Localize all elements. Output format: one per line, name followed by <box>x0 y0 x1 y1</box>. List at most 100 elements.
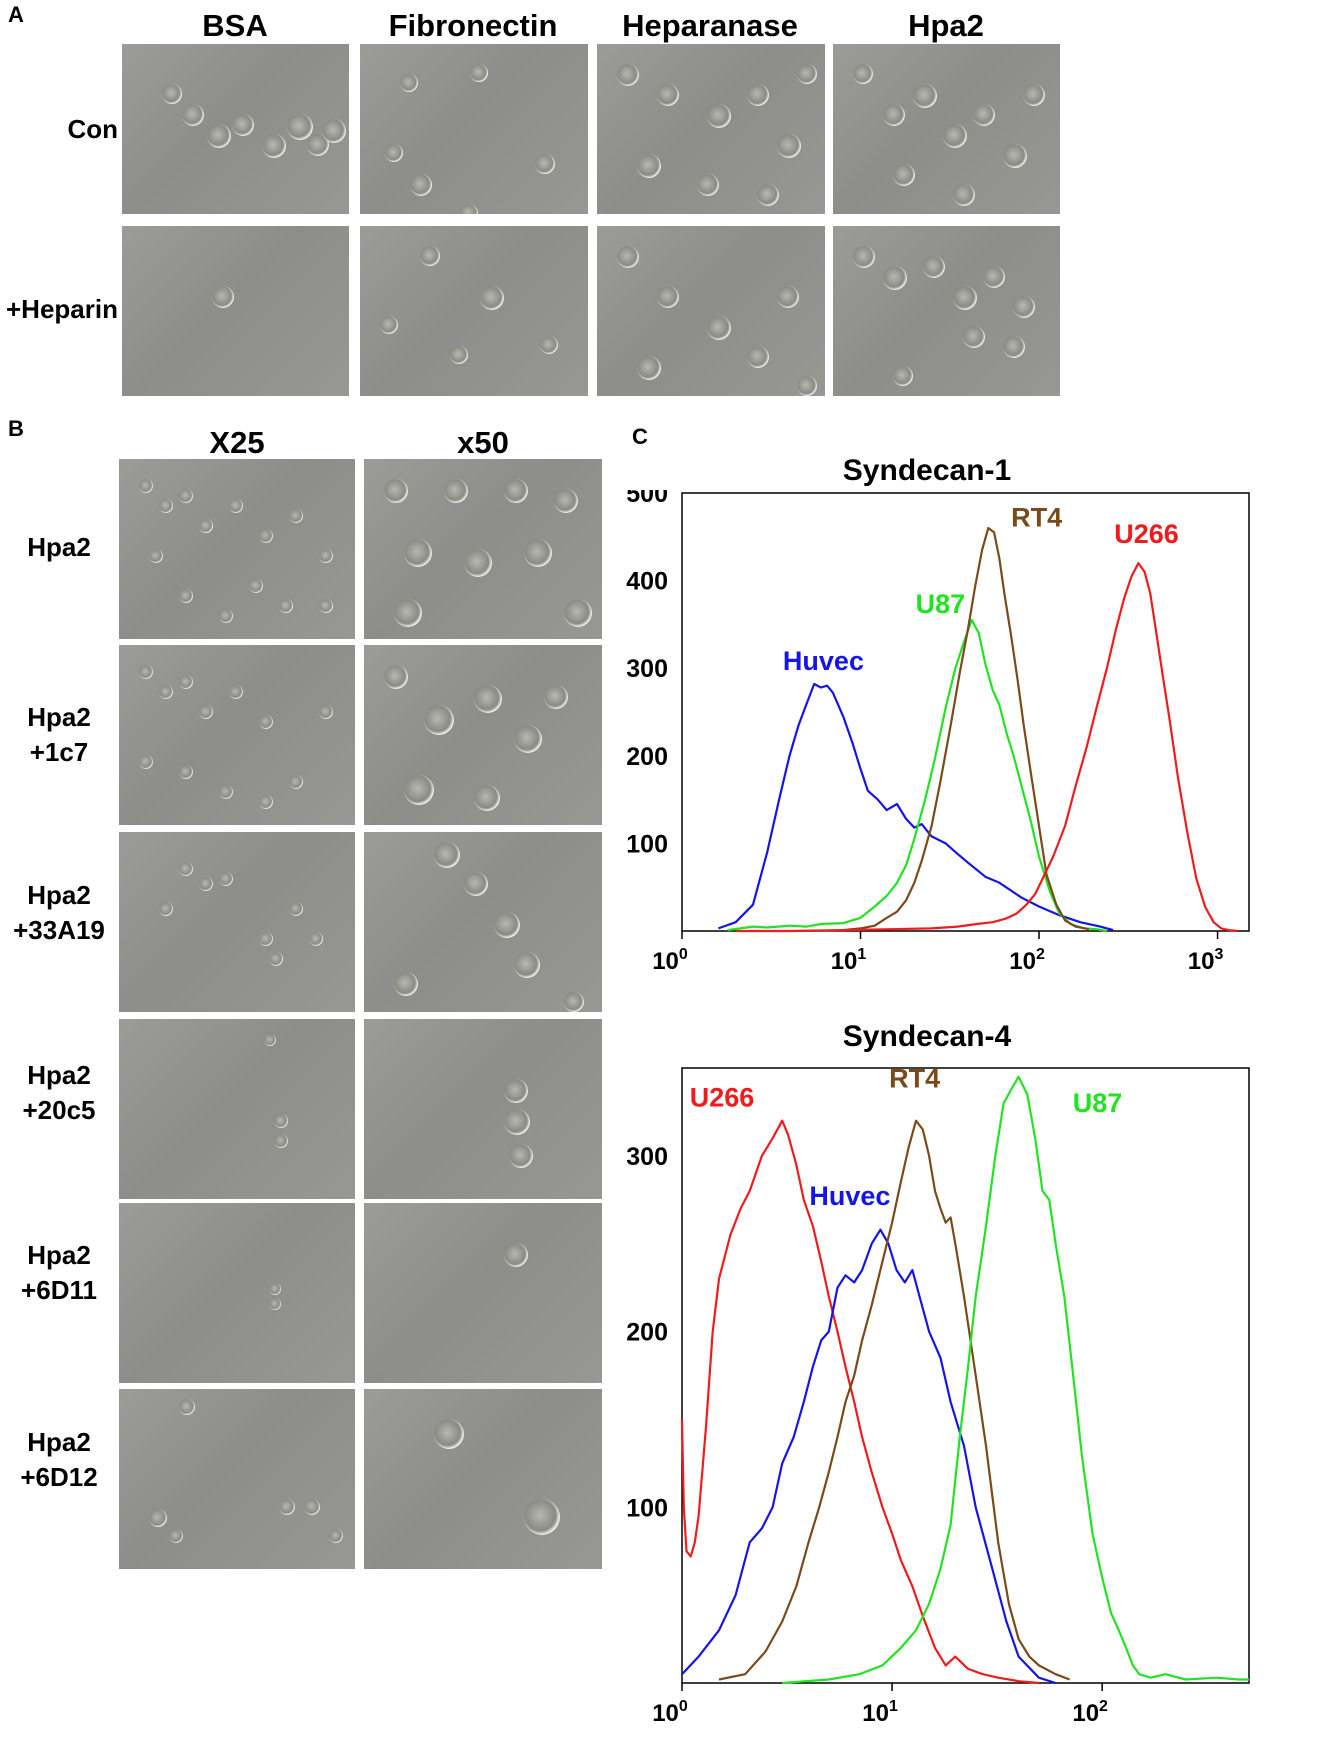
cell-icon <box>264 1034 276 1046</box>
micrograph-x50-0 <box>364 459 602 639</box>
syndecan1-series-u266 <box>735 561 1239 933</box>
micrograph-x50-3 <box>364 1019 602 1199</box>
cell-icon <box>139 479 153 493</box>
row-label-line1: Hpa2 <box>27 532 91 562</box>
cell-icon <box>554 489 578 513</box>
cell-icon <box>657 286 679 308</box>
cell-icon <box>169 1529 183 1543</box>
row-label-hpa2-20c5: Hpa2 +20c5 <box>0 1058 118 1128</box>
cell-icon <box>149 549 163 563</box>
syndecan4-label-huvec: Huvec <box>809 1181 890 1211</box>
cell-icon <box>279 1499 295 1515</box>
micrograph-heparin-3 <box>833 226 1060 396</box>
row-label-line2: +33A19 <box>13 915 105 946</box>
syndecan4-series-rt4 <box>718 1119 1070 1681</box>
cell-icon <box>777 286 799 308</box>
micrograph-x50-1 <box>364 645 602 825</box>
cell-icon <box>262 134 286 158</box>
syndecan4-label-rt4: RT4 <box>889 1063 940 1093</box>
cell-icon <box>893 164 915 186</box>
cell-icon <box>319 705 333 719</box>
cell-icon <box>380 316 398 334</box>
cell-icon <box>504 1109 530 1135</box>
micrograph-heparin-2 <box>597 226 825 396</box>
cell-icon <box>617 246 639 268</box>
micrograph-x25-0 <box>119 459 355 639</box>
cell-icon <box>274 1114 288 1128</box>
cell-icon <box>540 336 558 354</box>
cell-icon <box>883 266 907 290</box>
cell-icon <box>259 715 273 729</box>
row-label-line1: Hpa2 <box>27 1060 91 1090</box>
micrograph-x25-5 <box>119 1389 355 1569</box>
syndecan1-series-rt4 <box>843 526 1090 932</box>
syndecan1-label-rt4: RT4 <box>1011 502 1062 532</box>
syndecan1-label-u87: U87 <box>916 589 966 619</box>
cell-icon <box>637 154 661 178</box>
cell-icon <box>289 509 303 523</box>
cell-icon <box>464 549 492 577</box>
syndecan-1-histogram: 100 200 300 400 500 100 101 102 103 Huvec U87 RT4 U2… <box>626 490 1250 975</box>
cell-icon <box>757 184 779 206</box>
row-label-line1: Hpa2 <box>27 702 91 732</box>
cell-icon <box>913 84 937 108</box>
cell-icon <box>504 1243 528 1267</box>
micrograph-x25-4 <box>119 1203 355 1383</box>
syndecan4-y-tick-label: 200 <box>626 1319 668 1347</box>
syndecan1-y-tick-label: 500 <box>626 490 668 508</box>
cell-icon <box>309 932 323 946</box>
cell-icon <box>289 902 303 916</box>
cell-icon <box>149 1509 167 1527</box>
cell-icon <box>564 599 592 627</box>
syndecan4-y-tick-label: 300 <box>626 1143 668 1171</box>
cell-icon <box>207 124 231 148</box>
syndecan4-series-u87 <box>782 1075 1249 1685</box>
cell-icon <box>853 64 873 84</box>
cell-icon <box>159 902 173 916</box>
row-label-line2: +20c5 <box>22 1095 96 1126</box>
cell-icon <box>179 589 193 603</box>
syndecan1-label-huvec: Huvec <box>783 646 864 676</box>
row-label-hpa2-6d12: Hpa2 +6D12 <box>0 1425 118 1495</box>
cell-icon <box>747 346 769 368</box>
cell-icon <box>637 356 661 380</box>
syndecan1-y-tick-label: 400 <box>626 568 668 596</box>
cell-icon <box>410 174 432 196</box>
cell-icon <box>953 286 977 310</box>
cell-icon <box>269 952 283 966</box>
cell-icon <box>212 286 234 308</box>
chart2-title: Syndecan-4 <box>842 1020 1012 1053</box>
cell-icon <box>139 665 153 679</box>
cell-icon <box>1013 296 1035 318</box>
panel-a-letter: A <box>8 2 24 27</box>
col-label-fibronectin: Fibronectin <box>388 8 558 43</box>
cell-icon <box>1023 84 1045 106</box>
cell-icon <box>394 599 422 627</box>
row-label-line1: Hpa2 <box>27 880 91 910</box>
syndecan4-series-huvec <box>681 1228 1056 1685</box>
cell-icon <box>384 665 408 689</box>
cell-icon <box>159 499 173 513</box>
cell-icon <box>319 599 333 613</box>
cell-icon <box>199 877 213 891</box>
col-label-x25: X25 <box>209 425 265 460</box>
row-label-hpa2-1c7: Hpa2 +1c7 <box>0 700 118 770</box>
cell-icon <box>923 256 945 278</box>
cell-icon <box>179 862 193 876</box>
row-label-hpa2: Hpa2 <box>0 530 118 565</box>
syndecan1-x-tick-label: 103 <box>1188 946 1224 975</box>
syndecan4-x-tick-label: 100 <box>652 1698 688 1727</box>
cell-icon <box>269 1283 281 1295</box>
cell-icon <box>504 479 528 503</box>
cell-icon <box>199 705 213 719</box>
cell-icon <box>973 104 995 126</box>
cell-icon <box>249 579 263 593</box>
syndecan1-y-tick-label: 300 <box>626 655 668 683</box>
cell-icon <box>424 705 454 735</box>
cell-icon <box>524 1499 560 1535</box>
row-label-line2: +1c7 <box>29 737 89 768</box>
syndecan4-x-tick-label: 101 <box>862 1698 898 1727</box>
syndecan4-y-tick-label: 100 <box>626 1494 668 1522</box>
cell-icon <box>307 134 329 156</box>
cell-icon <box>494 912 520 938</box>
